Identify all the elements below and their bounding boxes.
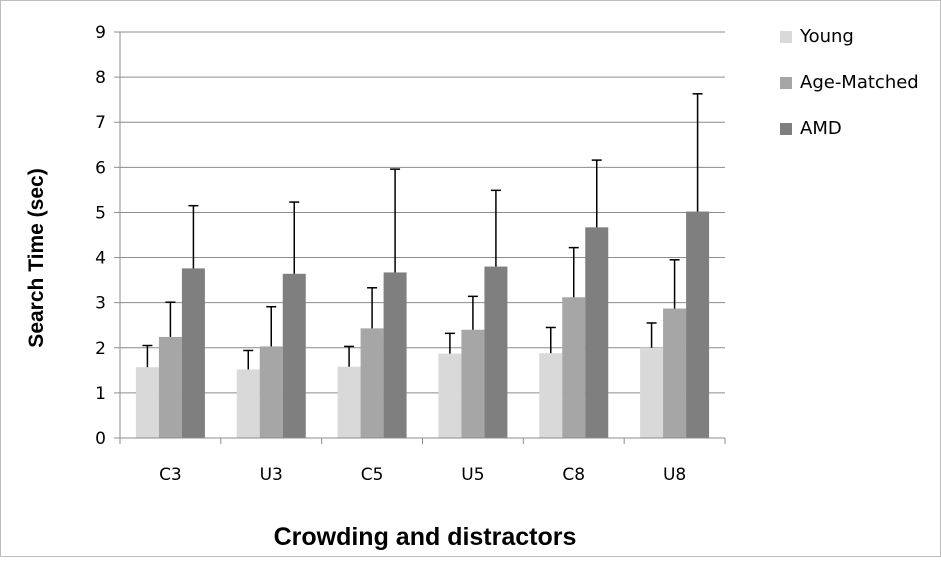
bar — [282, 273, 306, 438]
bar — [438, 353, 462, 438]
x-tick-label: U3 — [260, 465, 283, 485]
y-tick-label: 9 — [95, 23, 106, 43]
bar — [236, 369, 260, 438]
x-tick-label: U8 — [663, 465, 686, 485]
bar — [337, 366, 361, 438]
legend-label: AMD — [800, 118, 842, 139]
legend-swatch — [780, 31, 792, 43]
error-bars — [142, 93, 703, 370]
y-tick-label: 1 — [95, 384, 106, 404]
bar — [484, 266, 508, 438]
x-axis-title: Crowding and distractors — [274, 523, 577, 551]
legend-label: Young — [799, 26, 854, 47]
y-tick-label: 7 — [95, 113, 106, 133]
y-tick-label: 6 — [95, 158, 106, 178]
y-tick-label: 5 — [95, 203, 106, 223]
bar — [686, 211, 710, 438]
bar — [663, 308, 687, 438]
x-tick-label: C3 — [159, 465, 182, 485]
y-tick-label: 0 — [95, 429, 106, 449]
bars — [135, 211, 710, 438]
bar — [585, 227, 609, 438]
axes — [114, 31, 726, 444]
legend-swatch — [780, 123, 792, 135]
y-tick-label: 8 — [95, 68, 106, 88]
y-axis-title: Search Time (sec) — [25, 168, 48, 347]
x-tick-labels: C3 U3 C5 U5 C8 U8 — [159, 465, 686, 485]
bar — [181, 268, 205, 438]
bar — [562, 297, 586, 438]
bar — [158, 336, 182, 438]
bar — [461, 329, 485, 438]
y-tick-labels: 0 1 2 3 4 5 6 7 8 9 — [95, 23, 106, 449]
bar — [135, 367, 159, 438]
bar — [259, 346, 283, 438]
legend: Young Age-Matched AMD — [780, 26, 919, 139]
y-tick-label: 4 — [95, 249, 106, 269]
legend-label: Age-Matched — [800, 72, 919, 93]
x-tick-label: C8 — [562, 465, 585, 485]
bar — [360, 328, 384, 438]
bar — [539, 353, 563, 438]
bar — [383, 272, 407, 438]
gridlines — [120, 31, 725, 394]
x-tick-label: C5 — [361, 465, 384, 485]
bar — [640, 347, 664, 438]
y-tick-label: 3 — [95, 294, 106, 314]
y-tick-label: 2 — [95, 339, 106, 359]
x-tick-label: U5 — [461, 465, 484, 485]
legend-swatch — [780, 77, 792, 89]
